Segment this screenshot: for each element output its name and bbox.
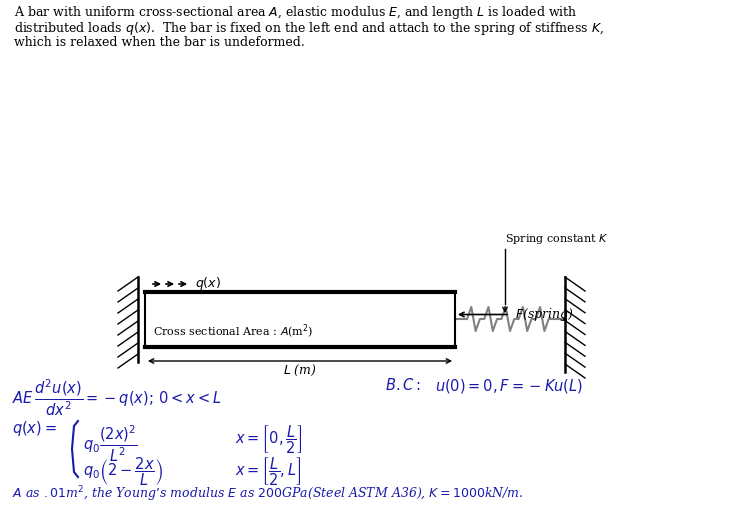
Text: $q(x) =$: $q(x) =$	[12, 419, 57, 438]
Text: $A$ as $.01$m$^2$, the Young’s modulus $E$ as $200$GPa(Steel ASTM A36), $K = 100: $A$ as $.01$m$^2$, the Young’s modulus $…	[12, 484, 523, 504]
Text: $q_0\dfrac{(2x)^2}{L^2}$: $q_0\dfrac{(2x)^2}{L^2}$	[83, 423, 138, 464]
Text: which is relaxed when the bar is undeformed.: which is relaxed when the bar is undefor…	[14, 36, 305, 49]
Text: Cross sectional Area : $A$(m$^2$): Cross sectional Area : $A$(m$^2$)	[153, 323, 314, 341]
Text: Spring constant $K$: Spring constant $K$	[505, 232, 609, 246]
Text: $B.C:$: $B.C:$	[385, 377, 421, 393]
Text: $q_0\left(2-\dfrac{2x}{L}\right)$: $q_0\left(2-\dfrac{2x}{L}\right)$	[83, 455, 163, 487]
Text: distributed loads $q(x)$.  The bar is fixed on the left end and attach to the sp: distributed loads $q(x)$. The bar is fix…	[14, 20, 604, 37]
Text: $x = \left[0,\dfrac{L}{2}\right]$: $x = \left[0,\dfrac{L}{2}\right]$	[235, 423, 302, 456]
Text: $AE\,\dfrac{d^2u(x)}{dx^2} = -q(x);\, 0 < x < L$: $AE\,\dfrac{d^2u(x)}{dx^2} = -q(x);\, 0 …	[12, 377, 222, 418]
Text: A bar with uniform cross-sectional area $A$, elastic modulus $E$, and length $L$: A bar with uniform cross-sectional area …	[14, 4, 577, 21]
Text: $F$(spring): $F$(spring)	[515, 306, 574, 323]
Text: $u(0) = 0, F = -Ku(L)$: $u(0) = 0, F = -Ku(L)$	[435, 377, 583, 395]
Text: $x = \left[\dfrac{L}{2}, L\right]$: $x = \left[\dfrac{L}{2}, L\right]$	[235, 455, 302, 487]
Text: $L$ (m): $L$ (m)	[283, 363, 317, 378]
Text: $q(x)$: $q(x)$	[195, 275, 221, 292]
